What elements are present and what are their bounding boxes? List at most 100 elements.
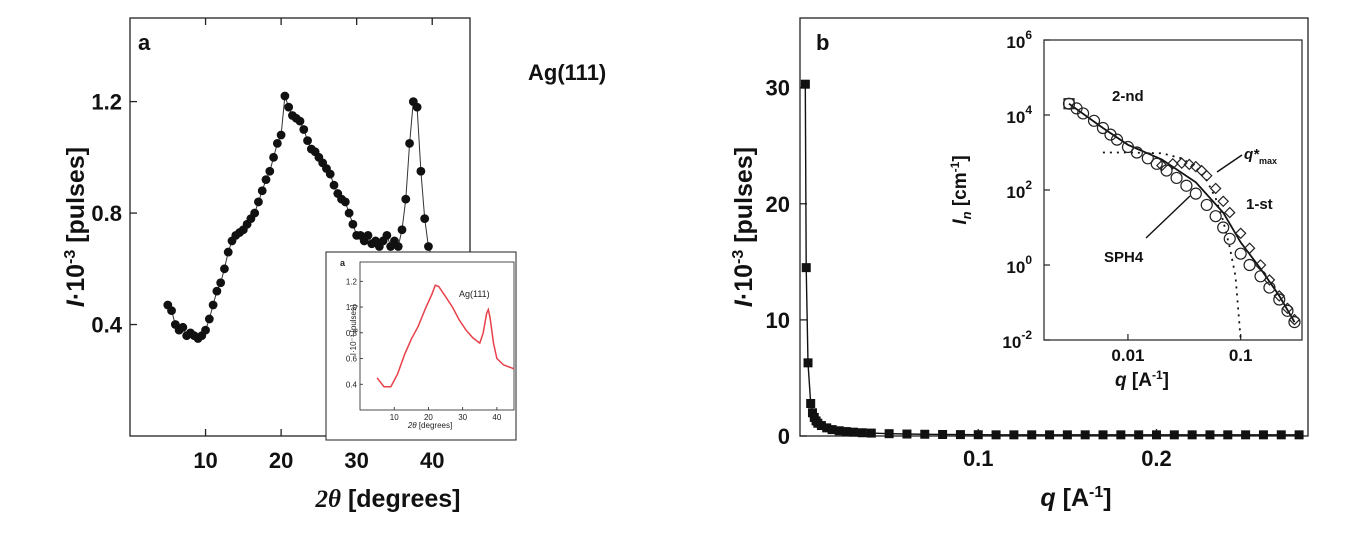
panel-b-ytick-label: 30 [766,76,790,101]
panel-b-data-point [1134,430,1144,440]
panel-b-data-point [827,425,837,435]
panel-b-data-point [1223,430,1233,440]
panel-a-data-point [208,300,218,310]
panel-b-inset-circle-point [1288,316,1301,329]
panel-b-data-point [955,430,965,440]
panel-b-data-point [803,358,813,368]
panel-b-data-point [1080,430,1090,440]
panel-b-data-point [834,426,844,436]
panel-a-data-point [424,242,433,251]
panel-a-data-point [416,166,426,176]
panel-a-inset-letter: a [340,258,346,268]
panel-a-data-point [420,214,430,224]
panel-b-inset-diamond-point [1223,206,1236,219]
panel-a-ytick-label: 0.4 [91,313,122,338]
panel-b-inset-diamond-point [1243,242,1256,255]
panel-b-inset-markers [1062,97,1301,329]
panel-b-data-point [991,430,1001,440]
panel-b-data-point [866,428,876,438]
panel-a-data-point [284,102,294,112]
panel-b-data-point [938,429,948,439]
panel-b-inset-backdrop [930,24,1305,404]
panel-b-data-point [822,423,832,433]
panel-a-data-point [393,242,403,251]
panel-b-inset-circle-point [1217,221,1230,234]
panel-b-data-point [800,79,810,89]
panel-a-ytick-label: 0.8 [91,201,122,226]
panel-a-data-point [329,180,339,190]
panel-b-inset-xtick-label: 0.01 [1111,346,1144,365]
panel-b-ytick-label: 10 [766,308,790,333]
panel-b-inset-sph4-label: SPH4 [1104,249,1144,266]
panel-b-inset-circle-point [1189,187,1202,200]
panel-a-data-point [254,197,263,207]
panel-b-inset-circle-point [1281,304,1294,317]
panel-a-ticks: 10 20 30 40 0.4 0.8 1.2 [91,18,444,473]
panel-b-data-point [1151,430,1161,440]
panel-b-data-point [973,430,983,440]
panel-a-data-point [178,322,188,332]
panel-a-inset-ytick-label: 1.0 [346,303,358,312]
panel-a-data-point [340,197,350,207]
panel-b-inset-circle-point [1273,293,1286,306]
panel-a-data-point [261,175,271,185]
panel-b-inset-circle-point [1121,140,1135,154]
panel-b-data-point [1062,430,1072,440]
panel-b-ylabel: I·10-3 [pulses] [730,147,758,307]
panel-a-ytick-label: 1.2 [91,90,122,115]
panel-b-inset-ytick-label: 10-2 [1002,328,1032,352]
panel-a-data-point [412,102,422,112]
panel-a-data-point [303,136,312,146]
panel-a-plot-area [129,17,471,437]
panel-a-data-point [250,208,260,218]
panel-b-inset-diamond-point [1183,158,1196,171]
panel-a-inset-ytick-label: 0.4 [346,380,358,389]
panel-b-data-point [857,428,867,438]
panel-a-data-point [348,219,358,229]
panel-b-data-point [920,429,930,439]
panel-a-inset: a 10 20 30 40 0.4 0.6 0.8 1.0 1.2 Ag(111) 2θ [de… [325,251,517,441]
panel-b-data-point [1045,430,1055,440]
panel-a-data-point [397,225,407,235]
panel-b-inset-2nd-label: 2-nd [1112,88,1144,105]
panel-b-inset-xlabel: q [A-1] [1115,368,1169,391]
panel-b-inset-circle-point [1209,210,1222,223]
panel-b-inset-circle-point [1110,133,1124,146]
panel-b-inset-ytick-label: 104 [1006,103,1032,127]
panel-a-data-point [201,325,210,335]
panel-b-inset-xtick-label: 0.1 [1229,346,1253,365]
panel-b-xlabel: q [A-1] [1040,484,1111,512]
panel-b-xtick-label: 0.1 [963,446,994,471]
panel-a-inset-plot-area [359,261,515,411]
panel-b-inset-circle-point [1223,232,1236,245]
panel-a-data-point [272,139,282,148]
panel-a-data-point [265,166,275,176]
panel-a-inset-xlabel: 2θ [degrees] [407,421,452,430]
panel-b-data-point [841,427,851,437]
panel-b-xtick-label: 0.2 [1141,446,1172,471]
panel-b-data-point [816,421,826,431]
panel-a-xtick-label: 30 [344,448,368,473]
panel-a-inset-ytick-label: 0.8 [346,329,358,338]
panel-b-inset-circle-point [1180,179,1193,192]
panel-b-inset-square-point [1063,98,1075,110]
panel-a-inset-xtick-label: 20 [424,413,433,422]
panel-b-inset-diamond-point [1234,227,1247,240]
panel-b-data-point [1205,430,1215,440]
panel-b-inset-ytick-label: 106 [1006,28,1032,52]
panel-a-data-point [405,139,414,148]
panel-b-inset-circle-point [1087,114,1101,127]
panel-b-inset-diamond-point [1263,274,1276,286]
panel-a-xtick-label: 40 [420,448,444,473]
panel-b-data-point [1276,430,1286,440]
panel-b-inset-circle-point [1130,146,1143,159]
panel-b-data-point [1169,430,1179,440]
panel-a-data-point [216,278,226,288]
panel-a-inset-xtick-label: 30 [458,413,467,422]
panel-b-inset-circle-point [1234,247,1247,260]
panel-b-inset-circle-point [1170,171,1183,185]
panel-b-inset-ytick-label: 102 [1006,178,1032,202]
panel-a-data-point [401,194,411,204]
panel-a-data-point [344,208,354,218]
